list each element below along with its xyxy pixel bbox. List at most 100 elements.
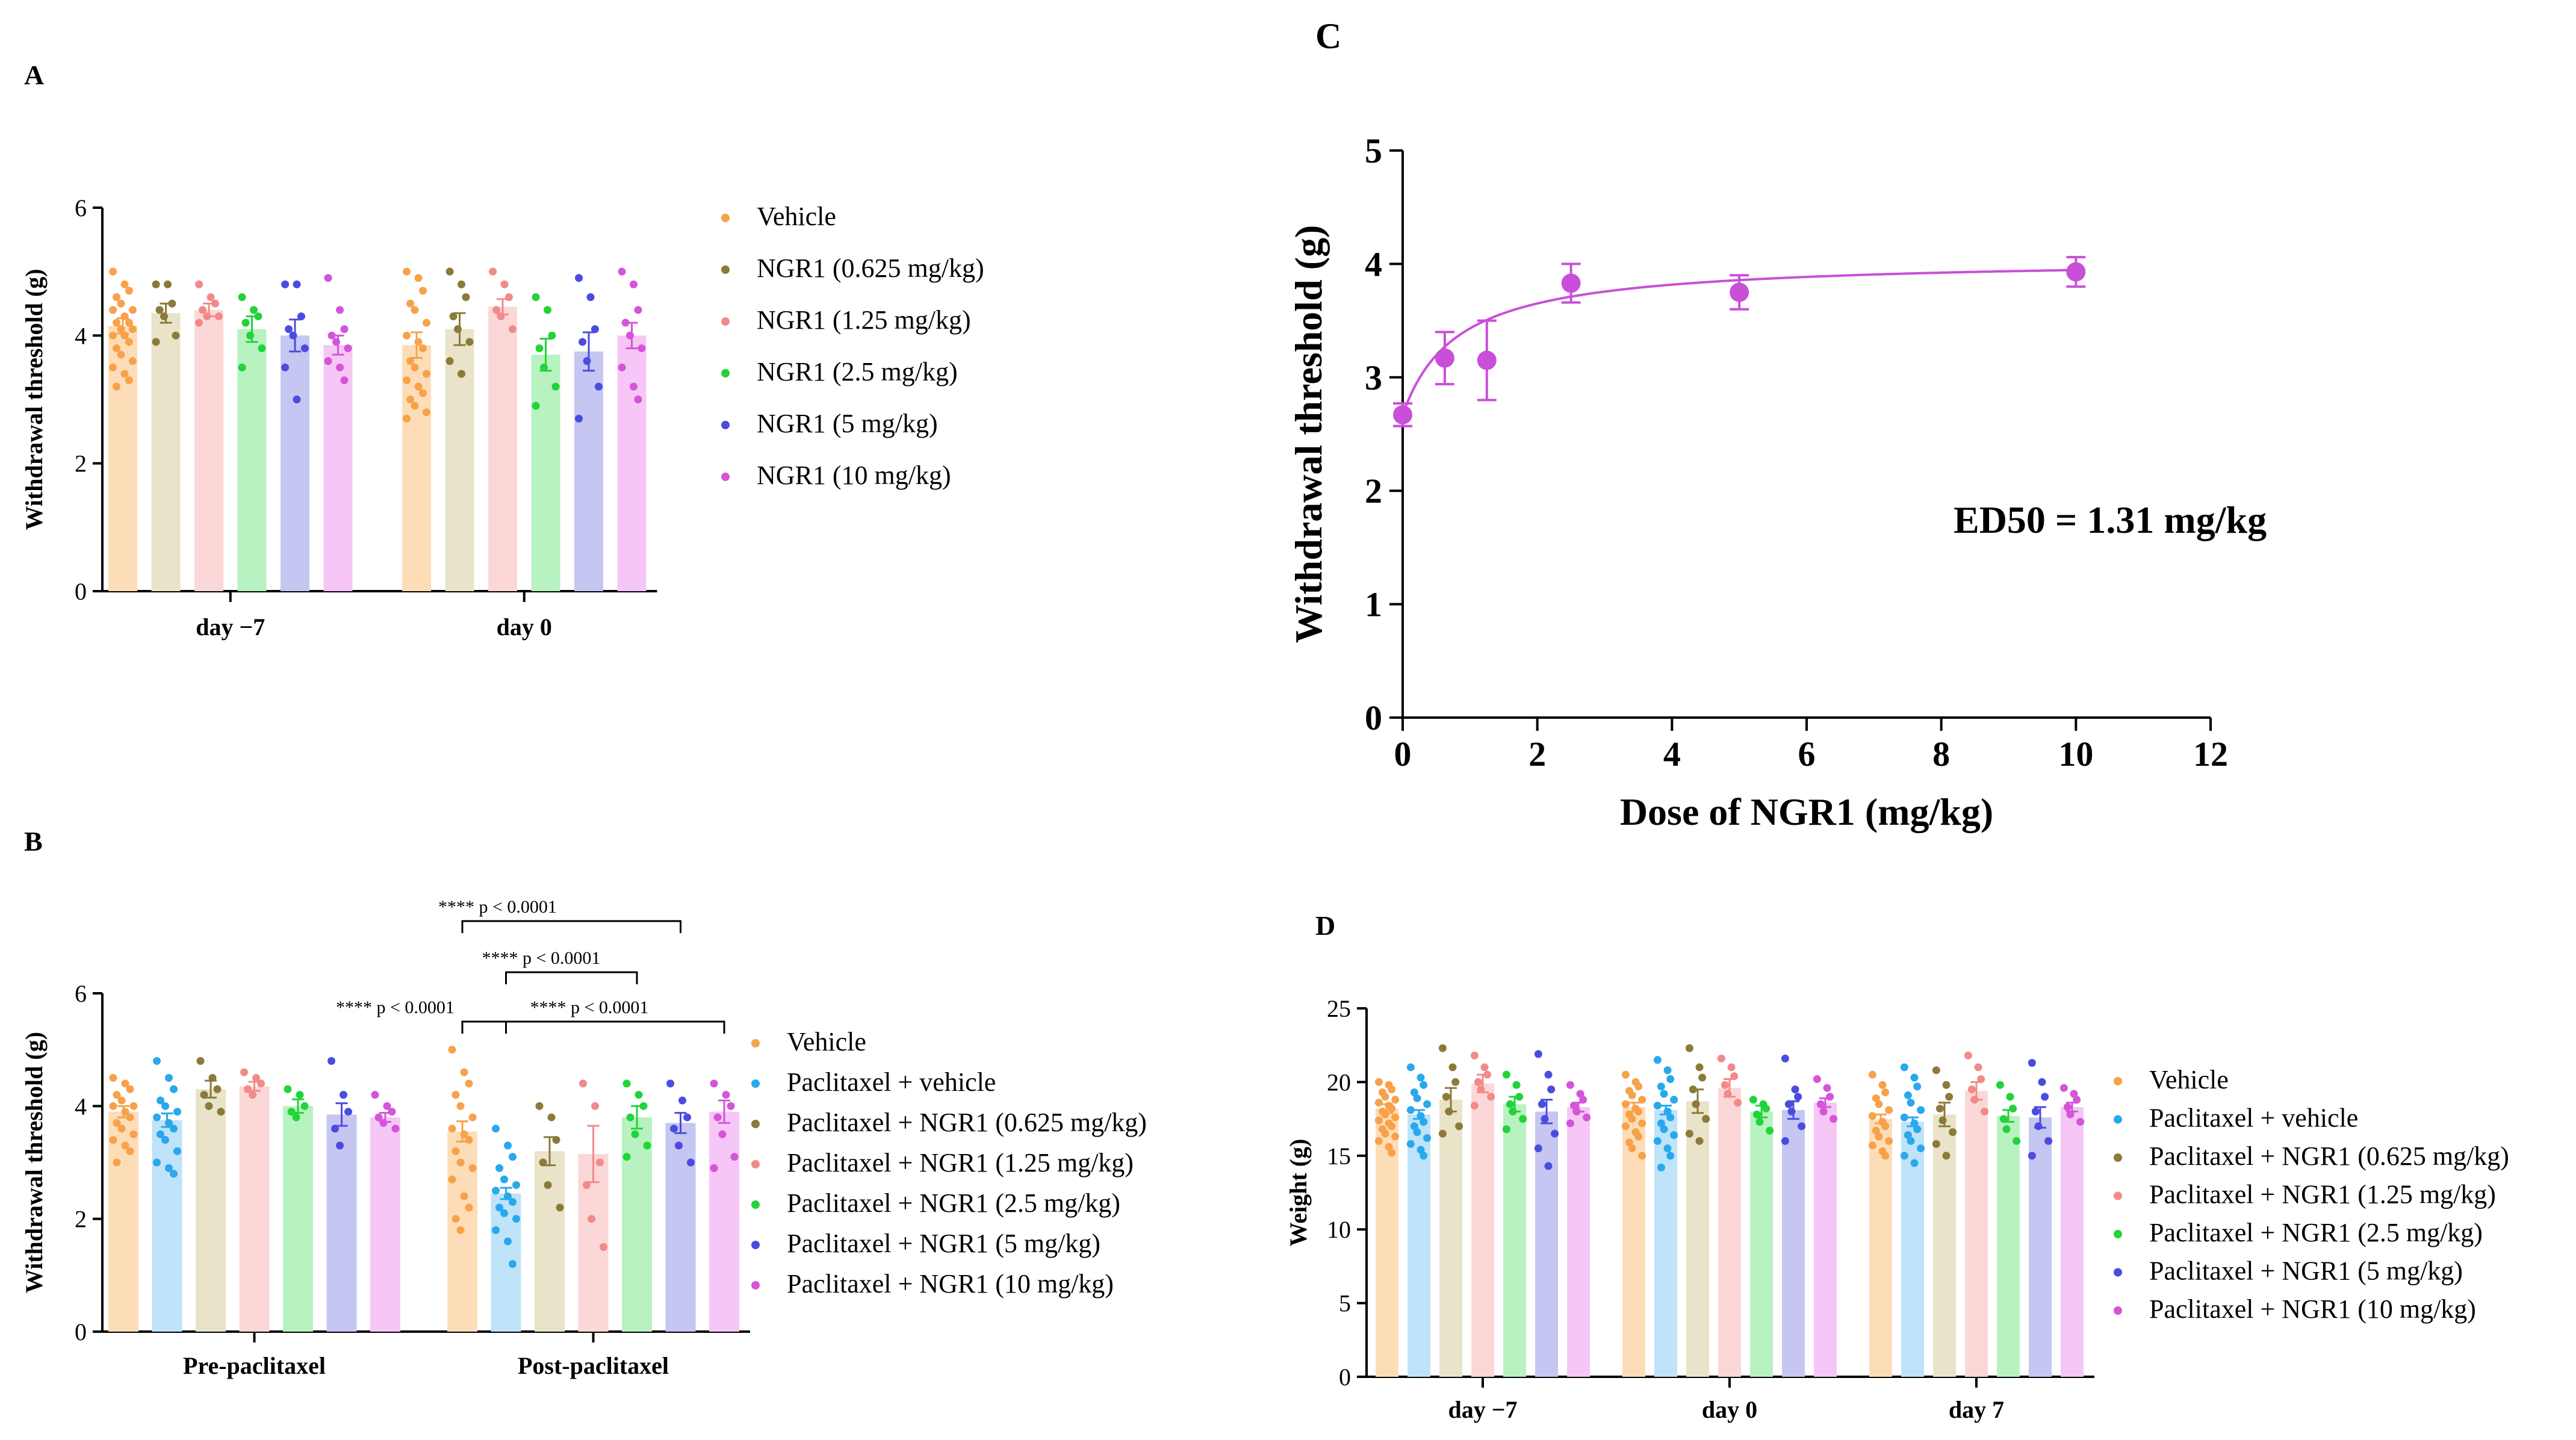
bar-day-7-paclitaxel-ngr1-2-5-mg-kg (1997, 1116, 2020, 1377)
data-point (254, 312, 262, 320)
data-point (456, 1102, 465, 1110)
legend-label: Paclitaxel + NGR1 (0.625 mg/kg) (787, 1108, 1147, 1137)
x-tick-label: day 0 (1702, 1396, 1757, 1423)
data-point (462, 293, 470, 302)
legend-label: Paclitaxel + NGR1 (10 mg/kg) (787, 1269, 1114, 1299)
data-point (2028, 1152, 2036, 1160)
y-tick-label: 5 (1339, 1290, 1351, 1317)
data-point (379, 1119, 388, 1127)
data-point (211, 299, 219, 308)
data-point (504, 1237, 512, 1246)
data-point (1653, 1056, 1662, 1064)
data-point (170, 1125, 178, 1133)
data-point (532, 293, 540, 302)
y-tick-label: 5 (1365, 131, 1382, 170)
x-tick-label: Post-paclitaxel (518, 1352, 669, 1379)
x-tick-label: 10 (2058, 734, 2093, 774)
data-point (1451, 1078, 1460, 1086)
data-point (452, 1091, 460, 1099)
y-tick-label: 6 (75, 980, 87, 1007)
data-point (1417, 1146, 1425, 1154)
data-point (1406, 1140, 1415, 1148)
data-point (406, 357, 415, 365)
data-point (414, 274, 423, 282)
data-point (2009, 1104, 2017, 1113)
data-point (448, 1046, 456, 1054)
data-point (1393, 405, 1412, 424)
bar-day-0-paclitaxel-ngr1-0-625-mg-kg (1686, 1101, 1709, 1377)
data-point (2059, 1084, 2068, 1092)
data-point (161, 1136, 169, 1144)
data-point (626, 1113, 635, 1122)
data-point (2063, 1103, 2072, 1111)
data-point (1663, 1066, 1672, 1075)
data-point (128, 325, 137, 334)
y-tick-label: 15 (1327, 1143, 1351, 1170)
data-point (1621, 1122, 1630, 1131)
data-point (458, 370, 465, 378)
bar-day-7-vehicle (1869, 1119, 1892, 1377)
data-point (448, 1125, 456, 1133)
data-point (1502, 1125, 1510, 1134)
data-point (626, 331, 634, 340)
data-point (1474, 1078, 1482, 1086)
data-point (170, 1085, 178, 1093)
legend-marker (721, 421, 730, 429)
data-point (1702, 1115, 1710, 1123)
data-point (465, 1079, 473, 1088)
data-point (2041, 1093, 2049, 1101)
legend-marker (751, 1241, 760, 1249)
panel-d: D 0 5 10 15 20 25 Weight (g) day −7 day 0 day 7 Veh… (1285, 910, 2509, 1423)
data-point (332, 338, 340, 346)
x-tick-label: 4 (1663, 734, 1681, 774)
y-tick-label: 2 (1365, 471, 1382, 511)
bar-pre-paclitaxel-paclitaxel-ngr1-1-25-mg-kg (239, 1086, 270, 1332)
data-point (391, 1125, 400, 1133)
data-point (594, 382, 603, 391)
data-point (1977, 1075, 1985, 1084)
data-point (1438, 1044, 1447, 1052)
bar-day-0-paclitaxel-ngr1-2-5-mg-kg (1750, 1111, 1773, 1377)
data-point (1932, 1140, 1940, 1148)
data-point (238, 363, 246, 371)
y-tick-label: 4 (1365, 244, 1382, 284)
data-point (414, 338, 423, 346)
legend-label: Paclitaxel + NGR1 (2.5 mg/kg) (787, 1188, 1120, 1218)
significance-bracket (505, 1020, 725, 1034)
data-point (630, 280, 638, 288)
data-point (1949, 1128, 1957, 1137)
data-point (1695, 1137, 1704, 1145)
legend-marker (721, 317, 730, 326)
legend-label: Paclitaxel + NGR1 (5 mg/kg) (787, 1229, 1100, 1258)
x-tick-label: day −7 (196, 613, 265, 641)
x-tick-label: day −7 (1448, 1396, 1517, 1423)
data-point (448, 1175, 456, 1184)
data-point (509, 1153, 517, 1161)
bar-day-0-paclitaxel-ngr1-10-mg-kg (1814, 1102, 1837, 1377)
data-point (1819, 1107, 1828, 1116)
data-point (1512, 1081, 1521, 1089)
data-point (1787, 1107, 1796, 1116)
data-point (172, 331, 180, 340)
bar-day-7-paclitaxel-ngr1-1-25-mg-kg (1471, 1083, 1494, 1377)
data-point (289, 331, 297, 340)
legend-label: Paclitaxel + NGR1 (1.25 mg/kg) (787, 1148, 1134, 1178)
x-tick-label: 12 (2193, 734, 2228, 774)
data-point (125, 338, 133, 346)
data-point (579, 338, 587, 346)
data-point (1967, 1085, 1976, 1094)
bar-day-7-paclitaxel-ngr1-0-625-mg-kg (1439, 1099, 1462, 1377)
data-point (418, 344, 427, 353)
bar-day-0-ngr1-0-625-mg-kg (445, 329, 474, 591)
data-point (1583, 1113, 1591, 1122)
data-point (1388, 1122, 1396, 1131)
data-point (1660, 1090, 1668, 1098)
data-point (1913, 1082, 1922, 1091)
data-point (1872, 1094, 1880, 1102)
data-point (117, 1125, 126, 1133)
data-point (1945, 1093, 1954, 1101)
data-point (157, 1096, 164, 1105)
data-point (1999, 1115, 2008, 1123)
data-point (125, 318, 133, 327)
data-point (1487, 1093, 1495, 1101)
